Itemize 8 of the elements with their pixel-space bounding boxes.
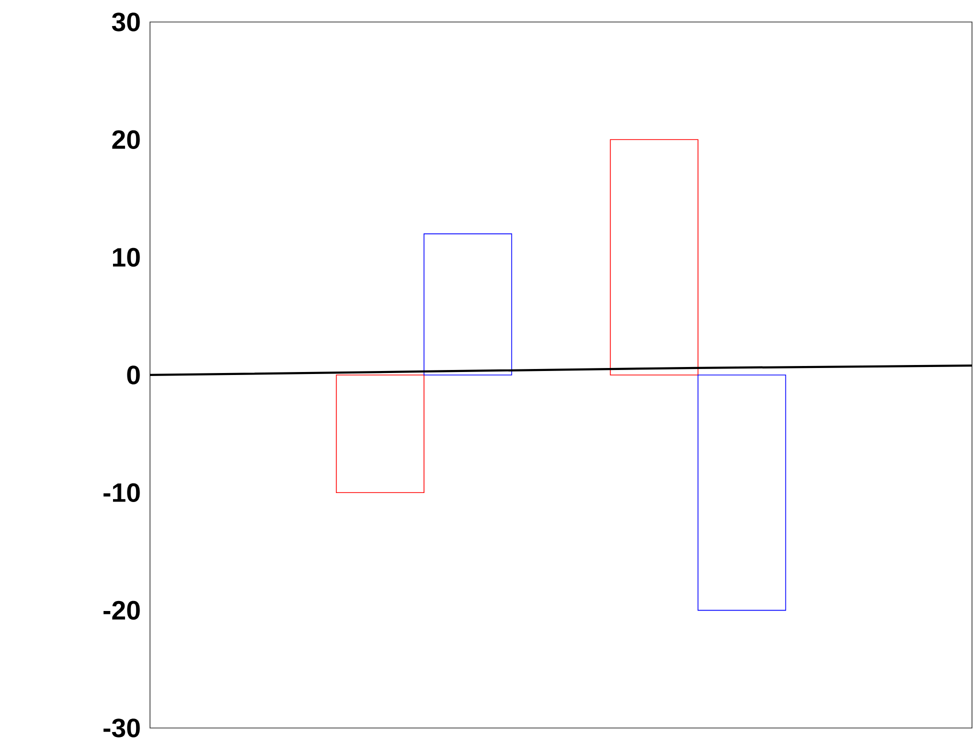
line-series <box>148 364 974 376</box>
y-tick-label: 30 <box>112 12 140 32</box>
y-tick-label: -20 <box>104 600 140 620</box>
y-tick-label: 10 <box>113 248 140 267</box>
y-tick-label: 0 <box>127 365 140 384</box>
y-tick-label: -10 <box>104 483 140 502</box>
y-tick-label: 20 <box>112 130 140 149</box>
y-tick-label: -30 <box>104 718 140 738</box>
